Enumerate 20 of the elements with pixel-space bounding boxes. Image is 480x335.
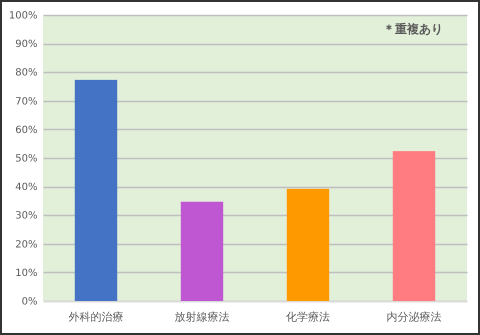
annotation: ＊重複あり [383, 22, 443, 36]
bar [392, 151, 436, 301]
y-tick-label: 60% [15, 124, 38, 136]
y-tick-label: 20% [15, 239, 38, 250]
y-tick-label: 30% [15, 210, 38, 222]
x-tick-label: 内分泌療法 [386, 310, 442, 324]
y-tick-label: 0% [22, 296, 38, 308]
y-tick-label: 70% [15, 96, 38, 108]
x-tick-label: 化学療法 [286, 310, 330, 324]
x-tick-label: 外科的治療 [68, 310, 124, 324]
y-tick-label: 90% [15, 39, 38, 50]
y-tick-label: 80% [15, 68, 38, 79]
bar [74, 80, 118, 301]
y-tick-label: 50% [15, 154, 38, 164]
y-tick-label: 10% [15, 268, 38, 279]
x-tick-label: 放射線療法 [174, 310, 230, 324]
bar [286, 188, 330, 301]
y-tick-label: 40% [15, 182, 38, 194]
bar [180, 202, 224, 301]
y-tick-label: 100% [8, 10, 38, 22]
